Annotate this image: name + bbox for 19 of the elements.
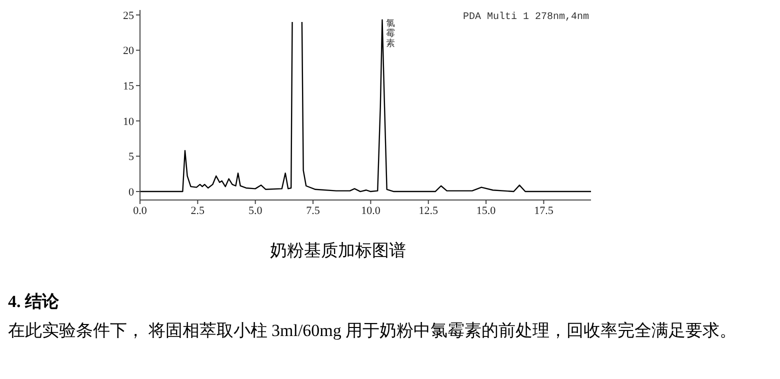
x-tick-label: 17.5 (534, 204, 554, 217)
text: 4. 结论 (8, 291, 60, 313)
x-tick-label: 7.5 (306, 204, 320, 217)
y-tick-label: 20 (123, 45, 134, 58)
x-tick-label: 15.0 (476, 204, 496, 217)
annotation: 氯霉素 (386, 18, 396, 48)
x-tick-label: 0.0 (133, 204, 148, 217)
x-tick-label: 10.0 (361, 204, 381, 217)
text: 奶粉基质加标图谱 (270, 240, 407, 262)
y-tick-label: 15 (123, 80, 134, 92)
y-tick-label: 10 (123, 116, 134, 128)
annotation: PDA Multi 1 278nm,4nm (462, 12, 589, 23)
y-tick-label: 25 (123, 10, 134, 22)
y-tick-label: 5 (128, 151, 134, 164)
x-tick-label: 2.5 (190, 204, 206, 217)
text: 在此实验条件下， 将固相萃取小柱 3ml/60mg 用于奶粉中氯霉素的前处理，回收率完全满足要求。 (8, 320, 738, 342)
x-tick-label: 12.5 (418, 204, 438, 217)
x-tick-label: 5.0 (248, 204, 263, 217)
y-tick-label: 0 (128, 186, 134, 198)
